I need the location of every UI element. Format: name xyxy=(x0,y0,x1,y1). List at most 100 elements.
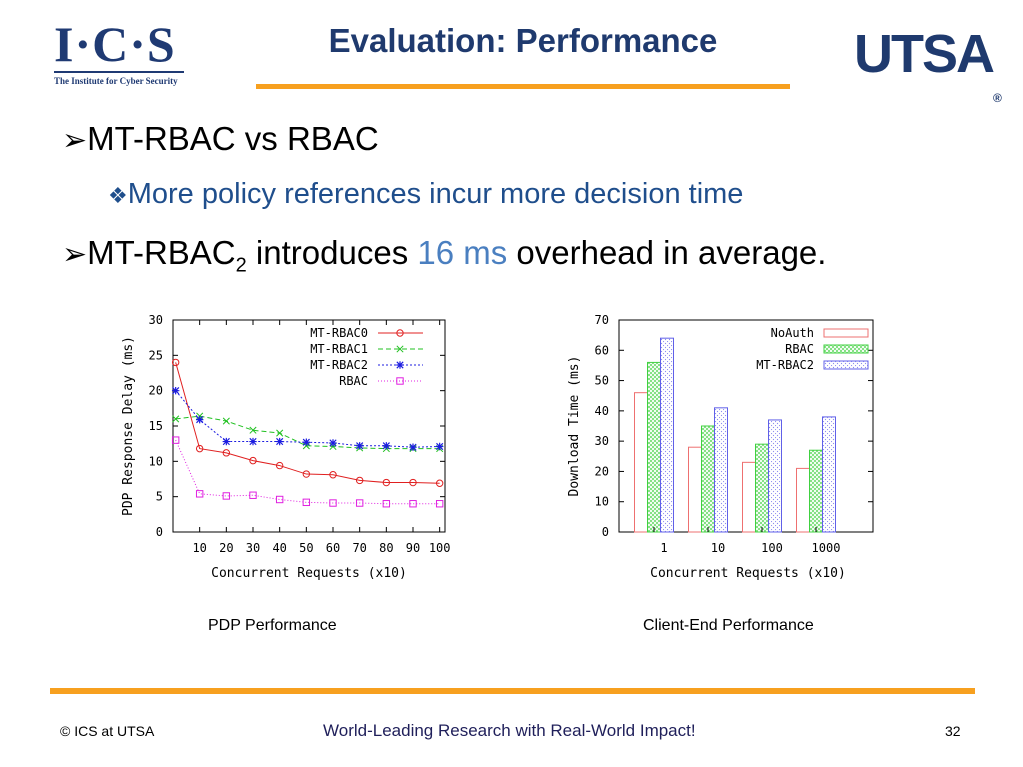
right-chart-caption: Client-End Performance xyxy=(643,617,814,634)
data-point-mt-rbac0 xyxy=(382,478,391,487)
bullet-2-text: More policy references incur more decisi… xyxy=(127,178,744,210)
y-tick-label: 0 xyxy=(156,525,163,539)
data-point-mt-rbac0 xyxy=(171,358,180,367)
data-point-rbac xyxy=(275,495,284,504)
x-tick-label: 20 xyxy=(219,541,233,555)
data-point-mt-rbac0 xyxy=(222,449,231,457)
y-tick-label: 40 xyxy=(595,404,609,418)
legend-label: MT-RBAC1 xyxy=(310,342,368,356)
y-tick-label: 50 xyxy=(595,374,609,388)
bar-rbac xyxy=(755,443,769,533)
bullet-3-subscript: 2 xyxy=(235,254,247,277)
series-line-mt-rbac1 xyxy=(175,415,440,450)
bar-mt-rbac2 xyxy=(822,416,836,533)
data-point-mt-rbac2 xyxy=(195,415,204,424)
diamond-bullet-icon: ❖ xyxy=(108,183,128,208)
data-point-mt-rbac2 xyxy=(275,437,284,446)
bullet-3-highlight: 16 ms xyxy=(417,234,508,271)
data-point-rbac xyxy=(249,491,257,499)
y-tick-label: 5 xyxy=(156,490,163,504)
data-point-mt-rbac2 xyxy=(329,439,337,447)
legend-marker xyxy=(396,361,404,369)
bar-noauth xyxy=(688,446,702,533)
x-axis-label: Concurrent Requests (x10) xyxy=(650,566,846,581)
x-tick-label: 60 xyxy=(326,541,340,555)
y-tick-label: 60 xyxy=(595,343,609,357)
bullet-3-pre: MT-RBAC xyxy=(87,234,236,271)
bar-noauth xyxy=(796,467,810,533)
y-tick-label: 10 xyxy=(595,495,609,509)
data-point-mt-rbac0 xyxy=(275,461,284,470)
footer-tagline: World-Leading Research with Real-World I… xyxy=(323,721,696,740)
data-point-mt-rbac0 xyxy=(249,456,257,465)
x-axis-label: Concurrent Requests (x10) xyxy=(211,566,407,581)
bar-mt-rbac2 xyxy=(714,407,728,533)
x-tick-label: 30 xyxy=(246,541,260,555)
data-point-mt-rbac1 xyxy=(249,426,257,434)
data-point-mt-rbac1 xyxy=(172,415,180,423)
data-point-rbac xyxy=(302,498,311,507)
y-tick-label: 0 xyxy=(602,525,609,539)
data-point-mt-rbac2 xyxy=(249,437,257,446)
data-point-rbac xyxy=(222,492,231,500)
y-axis-label: Download Time (ms) xyxy=(567,356,582,497)
data-point-mt-rbac0 xyxy=(409,478,417,487)
y-tick-label: 30 xyxy=(595,434,609,448)
x-tick-label: 1000 xyxy=(812,541,841,555)
data-point-mt-rbac2 xyxy=(355,442,364,450)
bullet-3-mid: introduces xyxy=(246,234,418,271)
legend-swatch xyxy=(823,360,869,370)
data-point-rbac xyxy=(171,436,180,444)
data-point-mt-rbac1 xyxy=(276,429,284,437)
data-point-mt-rbac2 xyxy=(409,443,417,451)
data-point-rbac xyxy=(195,490,204,498)
bullet-1-text: MT-RBAC vs RBAC xyxy=(87,120,379,157)
bar-rbac xyxy=(647,361,661,533)
arrow-bullet-icon: ➢ xyxy=(62,124,88,157)
data-point-mt-rbac0 xyxy=(435,479,444,487)
legend-label: MT-RBAC2 xyxy=(310,358,368,372)
data-point-mt-rbac0 xyxy=(355,476,364,485)
arrow-bullet-icon: ➢ xyxy=(62,238,88,271)
slide-title: Evaluation: Performance xyxy=(328,22,718,59)
data-point-mt-rbac0 xyxy=(195,444,204,453)
legend-marker xyxy=(396,329,404,337)
legend-swatch xyxy=(823,344,869,354)
ics-logo-subtitle: The Institute for Cyber Security xyxy=(54,76,178,86)
data-point-rbac xyxy=(435,500,444,508)
y-tick-label: 70 xyxy=(595,313,609,327)
left-chart-caption: PDP Performance xyxy=(208,617,337,634)
bullet-2: ❖More policy references incur more decis… xyxy=(108,178,743,211)
ics-logo: I·C·S The Institute for Cyber Security xyxy=(54,18,186,94)
x-tick-label: 1 xyxy=(660,541,667,555)
series-line-rbac xyxy=(175,439,440,505)
data-point-mt-rbac0 xyxy=(329,471,337,479)
bar-rbac xyxy=(701,425,715,533)
legend-label: MT-RBAC2 xyxy=(756,358,814,372)
data-point-mt-rbac2 xyxy=(435,442,444,451)
x-tick-label: 50 xyxy=(299,541,313,555)
x-tick-label: 100 xyxy=(429,541,451,555)
utsa-logo-text: UTSA xyxy=(854,24,995,84)
y-tick-label: 15 xyxy=(149,419,163,433)
data-point-mt-rbac2 xyxy=(382,442,391,450)
bullet-3-post: overhead in average. xyxy=(507,234,827,271)
legend-label: RBAC xyxy=(339,374,368,388)
bullet-1: ➢MT-RBAC vs RBAC xyxy=(62,120,379,158)
bullet-3: ➢MT-RBAC2 introduces 16 ms overhead in a… xyxy=(62,234,826,278)
legend-label: NoAuth xyxy=(771,326,814,340)
y-tick-label: 25 xyxy=(149,348,163,362)
title-underline xyxy=(256,84,790,89)
plot-frame xyxy=(172,319,446,533)
x-tick-label: 90 xyxy=(406,541,420,555)
footer-rule xyxy=(50,688,975,694)
data-point-rbac xyxy=(409,500,417,508)
x-tick-label: 10 xyxy=(192,541,206,555)
y-tick-label: 20 xyxy=(595,464,609,478)
bar-noauth xyxy=(634,392,648,533)
data-point-mt-rbac2 xyxy=(302,438,311,446)
bar-mt-rbac2 xyxy=(660,337,674,533)
data-point-mt-rbac1 xyxy=(222,417,230,425)
x-tick-label: 40 xyxy=(272,541,286,555)
y-tick-label: 20 xyxy=(149,384,163,398)
